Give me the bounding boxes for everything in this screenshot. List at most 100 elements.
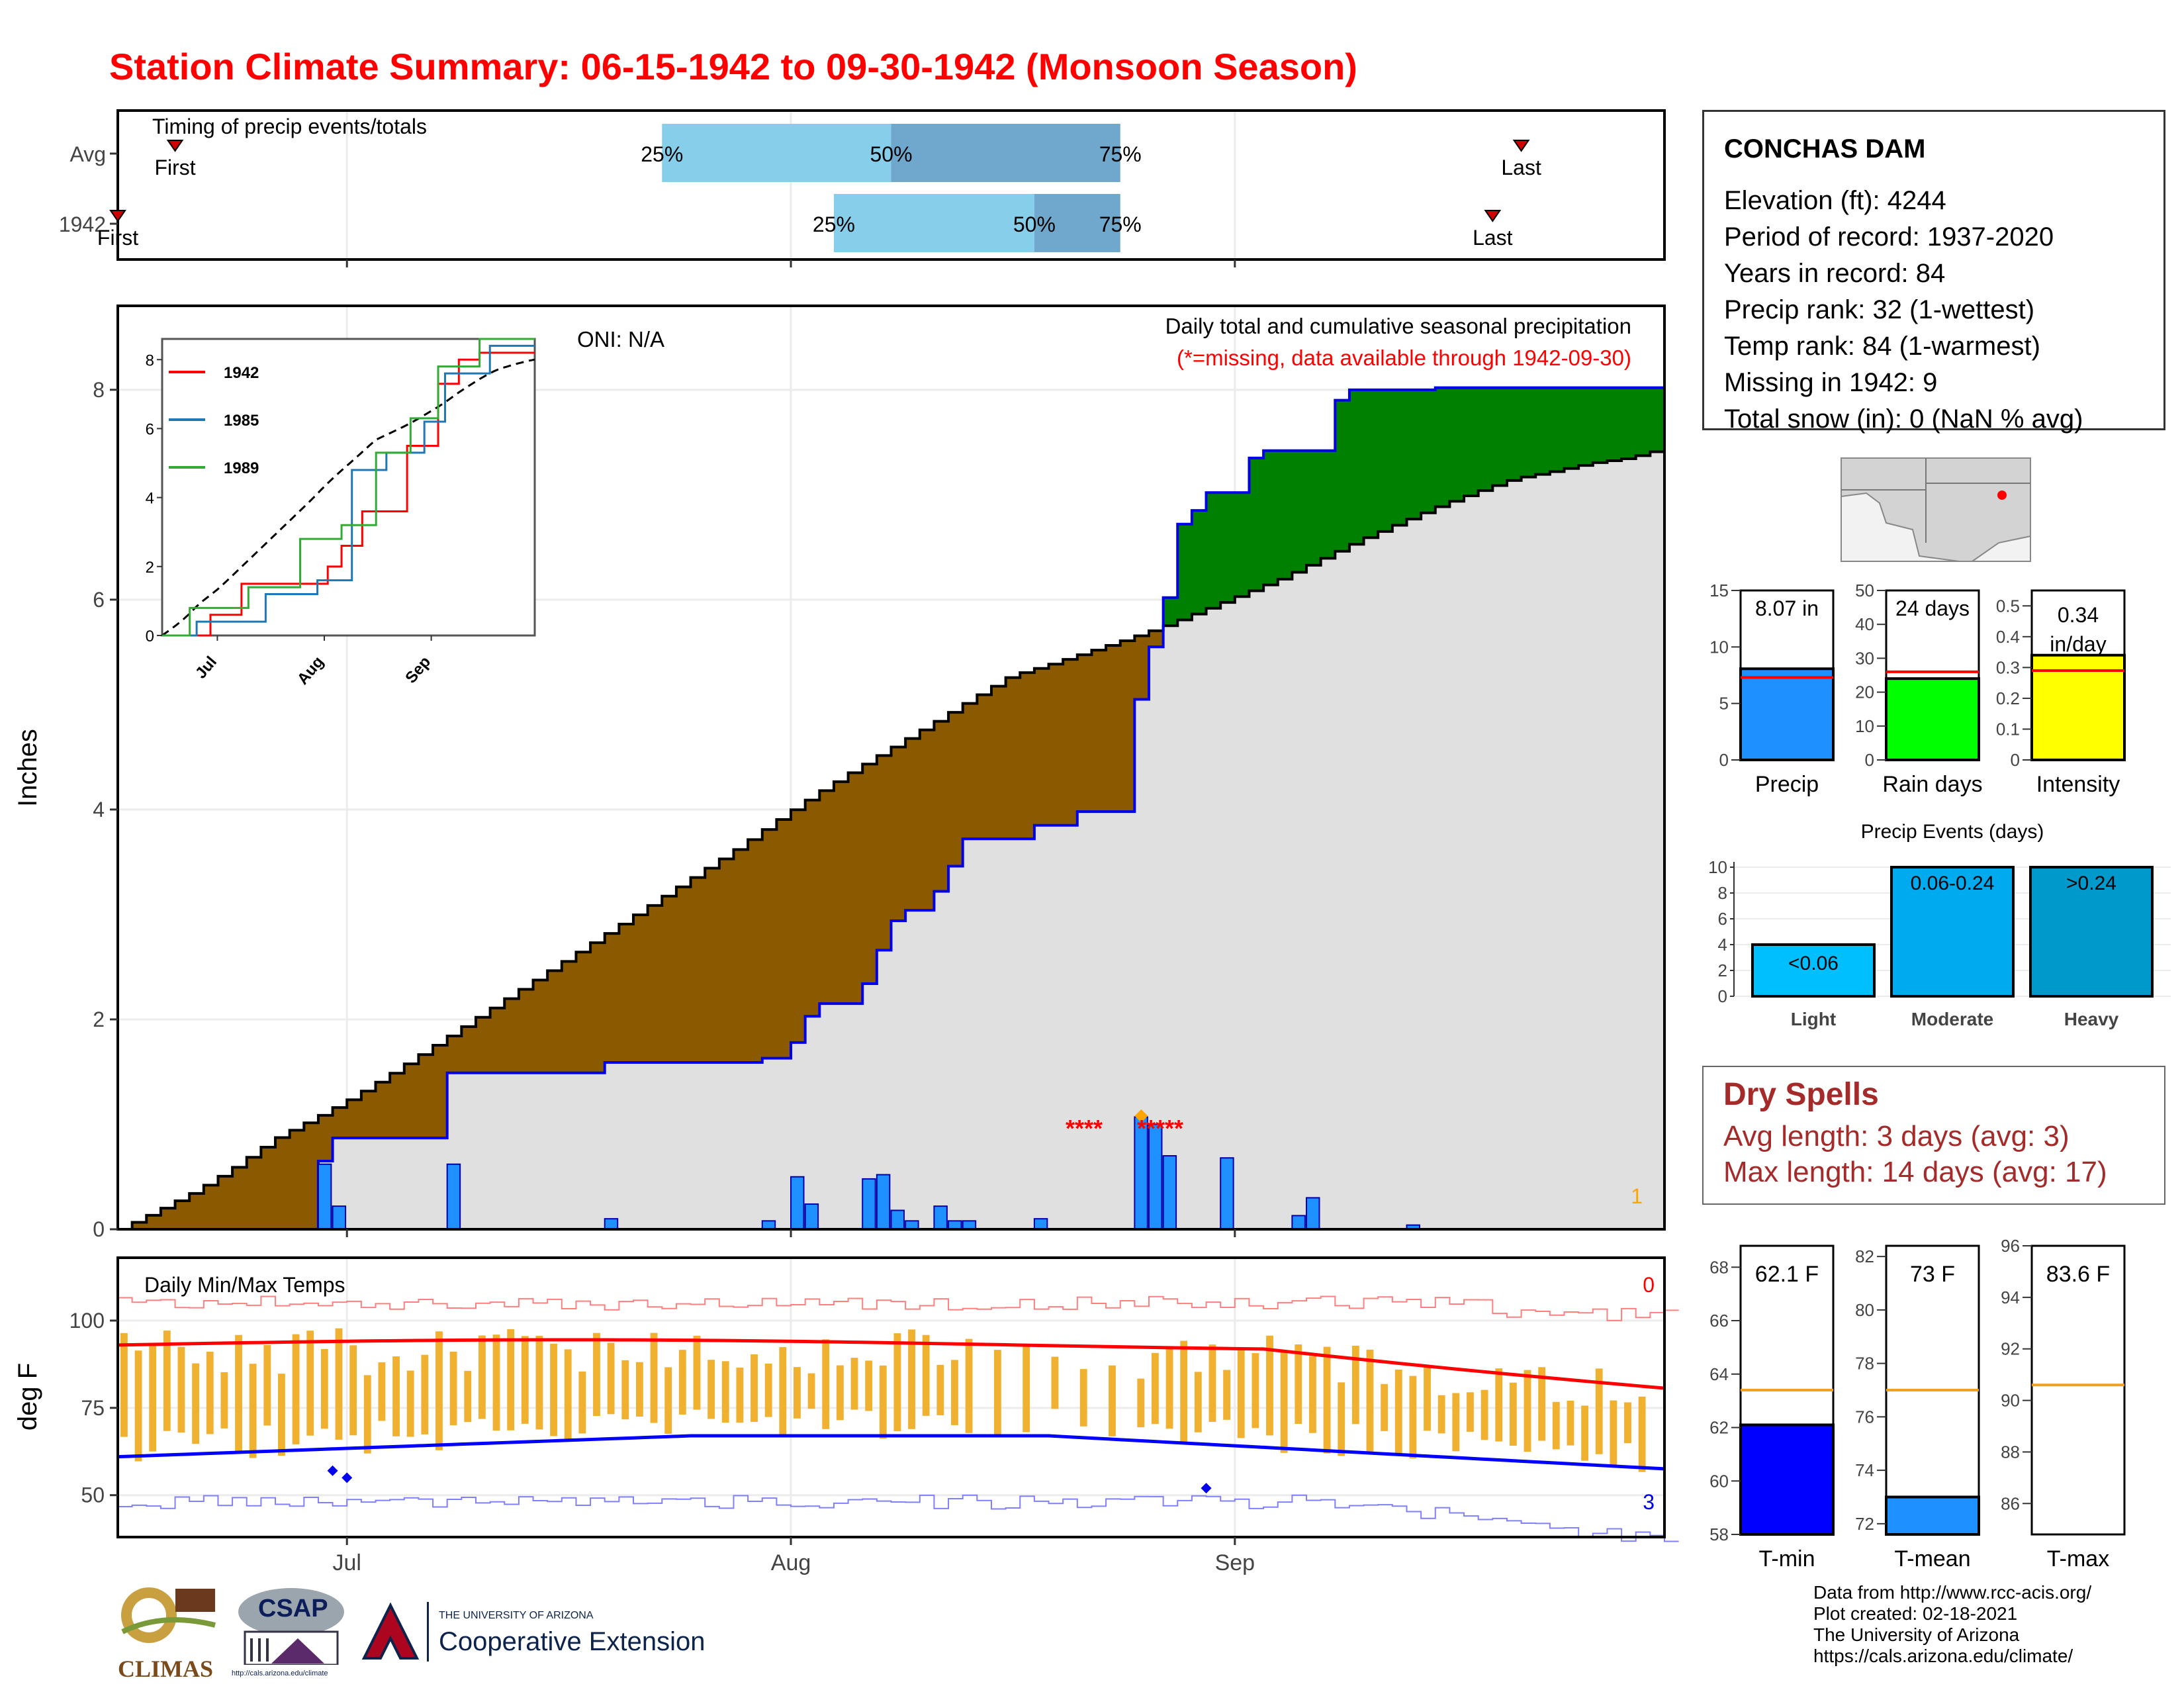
- precip-chart-subtitle: (*=missing, data available through 1942-…: [1177, 346, 1631, 370]
- temp-summary-1-y-tick: 72: [1855, 1514, 1874, 1534]
- info-line: Temp rank: 84 (1-warmest): [1724, 332, 2040, 361]
- summary-2-y-tick: 0.5: [1996, 596, 2020, 616]
- inset-legend-label: 1985: [224, 412, 259, 430]
- precip-y-tick: 4: [93, 798, 105, 821]
- summary-1-y-tick: 30: [1855, 648, 1874, 668]
- daily-temp-bar: [206, 1351, 214, 1434]
- temp-x-tick: Sep: [1215, 1550, 1255, 1575]
- timing-p25-label: 25%: [813, 212, 855, 236]
- daily-temp-bar: [721, 1361, 729, 1423]
- temp-summary-2-y-tick: 90: [2001, 1391, 2020, 1411]
- dry-spells-avg: Avg length: 3 days (avg: 3): [1723, 1120, 2070, 1152]
- daily-temp-bar: [306, 1331, 314, 1436]
- daily-precip-bar: [446, 1163, 461, 1229]
- summary-value-label: 8.07 in: [1755, 596, 1819, 620]
- daily-temp-bar: [1567, 1400, 1574, 1446]
- summary-1-y-tick: 40: [1855, 614, 1874, 634]
- precip-y-tick: 6: [93, 588, 105, 612]
- daily-temp-bar: [435, 1331, 443, 1450]
- events-title: Precip Events (days): [1861, 821, 2044, 843]
- temp-summary-0-y-tick: 66: [1709, 1311, 1729, 1331]
- summary-0-y-tick: 10: [1709, 637, 1729, 657]
- daily-precip-bar: [948, 1220, 962, 1229]
- daily-temp-bar: [1295, 1344, 1302, 1425]
- daily-temp-bar: [263, 1344, 271, 1426]
- precip-frame: [116, 305, 1666, 1231]
- daily-temp-bar: [879, 1365, 887, 1439]
- daily-temp-bar: [478, 1335, 486, 1419]
- daily-temp-bar: [1237, 1348, 1245, 1438]
- timing-row-label: 1942: [59, 212, 106, 236]
- daily-temp-bar: [993, 1350, 1001, 1436]
- daily-temp-bar: [120, 1333, 128, 1437]
- oni-label: ONI: N/A: [577, 327, 664, 352]
- daily-precip-bar: [890, 1209, 905, 1229]
- daily-precip-bar: [1220, 1157, 1234, 1229]
- daily-temp-bar: [349, 1345, 357, 1436]
- inset-y-tick: 2: [146, 559, 154, 577]
- average-min-line: [117, 1434, 1665, 1471]
- daily-temp-bar: [1437, 1395, 1445, 1434]
- inset-series-line: [162, 338, 535, 637]
- daily-temp-bar: [1452, 1393, 1460, 1452]
- daily-temp-bar: [707, 1360, 715, 1419]
- summary-2-bar: [2030, 653, 2126, 761]
- precip-event-category: Heavy: [2064, 1009, 2119, 1029]
- timing-bar-50-75: [891, 124, 1120, 182]
- daily-temp-bar: [1051, 1356, 1059, 1409]
- daily-precip-bar: [790, 1176, 805, 1229]
- daily-temp-bar: [1165, 1348, 1173, 1429]
- daily-precip-bar: [933, 1205, 948, 1229]
- temp-summary-1-label: T-mean: [1894, 1546, 1970, 1571]
- summary-1-y-tick: 0: [1865, 750, 1874, 770]
- daily-temp-bar: [593, 1333, 600, 1417]
- summary-0-label: Precip: [1755, 772, 1819, 797]
- dry-spells-max: Max length: 14 days (avg: 17): [1723, 1156, 2107, 1188]
- daily-precip-bar: [1291, 1215, 1306, 1229]
- info-line: Precip rank: 32 (1-wettest): [1724, 295, 2035, 324]
- events-y-tick: 0: [1718, 986, 1727, 1006]
- daily-temp-bar: [335, 1328, 343, 1440]
- precip-y-label: Inches: [13, 729, 42, 807]
- temp-summary-value-label: 83.6 F: [2046, 1262, 2110, 1287]
- average-max-line: [117, 1338, 1665, 1390]
- precip-events-chart: Precip Events (days) 0 2 4 6 8 10 <0.06 Light 0.0…: [1708, 821, 2171, 1029]
- daily-temp-bar: [550, 1343, 557, 1436]
- inset-legend-label: 1942: [224, 364, 259, 382]
- daily-temp-bar: [1280, 1351, 1288, 1453]
- summary-0-y-tick: 0: [1719, 750, 1729, 770]
- events-y-tick: 2: [1718, 961, 1727, 980]
- summary-2-y-tick: 0.4: [1996, 627, 2020, 647]
- timing-row-label: Avg: [69, 142, 106, 166]
- daily-temp-bar: [521, 1336, 529, 1424]
- summary-2-y-tick: 0: [2011, 750, 2020, 770]
- ua-large-text: Cooperative Extension: [439, 1627, 705, 1656]
- daily-temp-bar: [1480, 1389, 1488, 1440]
- temp-chart: 50 75 100 Jul Aug Sep deg F Daily Min/Max Temps…: [13, 1256, 1679, 1575]
- inset-average-line: [161, 358, 535, 637]
- daily-precip-bar: [876, 1174, 891, 1229]
- timing-bar-25-50: [833, 194, 1034, 252]
- daily-temp-bar: [1394, 1370, 1402, 1456]
- daily-precip-bar: [804, 1203, 819, 1229]
- daily-precip-bar: [604, 1218, 619, 1229]
- temp-summary-0-y-tick: 62: [1709, 1418, 1729, 1438]
- ua-logo: THE UNIVERSITY OF ARIZONA Cooperative Ex…: [361, 1602, 745, 1668]
- temp-summary-1-bar: [1885, 1495, 1980, 1536]
- temp-summary-0-y-tick: 60: [1709, 1471, 1729, 1491]
- daily-temp-bar: [1223, 1370, 1231, 1420]
- temp-summary-1-y-tick: 78: [1855, 1354, 1874, 1374]
- daily-temp-bar: [1581, 1405, 1588, 1461]
- timing-chart: Timing of precip events/totals Avg 25% 50% 7…: [59, 109, 1666, 267]
- daily-precip-bar: [862, 1178, 876, 1229]
- events-y-tick: 8: [1718, 883, 1727, 903]
- summary-0-bar: [1739, 667, 1835, 761]
- daily-temp-bar: [1079, 1369, 1087, 1427]
- daily-temp-bar: [607, 1342, 615, 1415]
- daily-temp-bar: [1509, 1382, 1517, 1446]
- temp-summary-1-y-tick: 76: [1855, 1407, 1874, 1427]
- summary-value-label: 0.34: [2058, 603, 2099, 627]
- precip-chart-title: Daily total and cumulative seasonal prec…: [1165, 314, 1631, 338]
- daily-precip-bar: [1306, 1197, 1320, 1229]
- info-line: Period of record: 1937-2020: [1724, 222, 2054, 252]
